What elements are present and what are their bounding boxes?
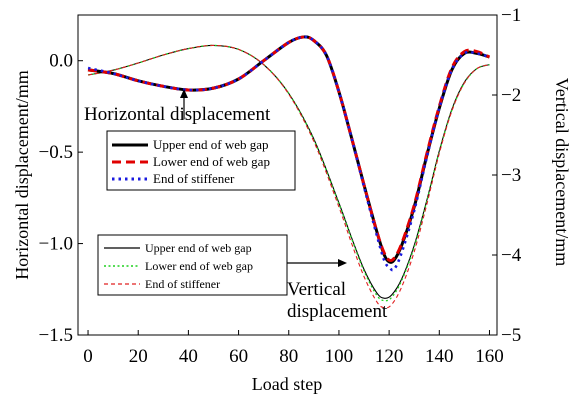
legend-v-label-stiffener: End of stiffener xyxy=(145,277,220,291)
x-axis-label: Load step xyxy=(252,374,322,394)
y2-tick-label: −3 xyxy=(501,165,521,186)
legend-h-label-stiffener: End of stiffener xyxy=(153,171,235,186)
x-tick-label: 20 xyxy=(129,346,148,367)
vertical-series-upper-end-of-web-gap xyxy=(87,44,490,299)
legend-vertical: Upper end of web gap Lower end of web ga… xyxy=(97,234,288,296)
annotation-vertical: Vertical displacement xyxy=(284,259,388,322)
y-axis-label: Horizontal displacement/mm xyxy=(12,70,32,279)
legend-horizontal: Upper end of web gap Lower end of web ga… xyxy=(106,130,296,191)
legend-h-label-lower: Lower end of web gap xyxy=(153,154,270,169)
y-tick-label: −1.0 xyxy=(39,234,73,255)
horizontal-series-end-of-stiffener xyxy=(87,35,490,272)
x-tick-label: 80 xyxy=(279,346,298,367)
y-tick-label: −1.5 xyxy=(39,325,73,346)
legend-vertical-box xyxy=(97,234,288,296)
legend-h-label-upper: Upper end of web gap xyxy=(153,137,269,152)
y2-axis-label: Vertical displacement/mm xyxy=(552,78,569,266)
legend-v-label-upper: Upper end of web gap xyxy=(145,241,252,255)
x-tick-label: 0 xyxy=(83,346,93,367)
x-tick-label: 60 xyxy=(229,346,248,367)
x-tick-label: 140 xyxy=(425,346,454,367)
x-tick-label: 160 xyxy=(475,346,504,367)
x-tick-label: 40 xyxy=(179,346,198,367)
x-tick-label: 100 xyxy=(325,346,354,367)
annotation-vertical-arrowhead xyxy=(338,259,347,267)
y2-tick-label: −2 xyxy=(501,85,521,106)
y-tick-label: 0.0 xyxy=(49,51,73,72)
annotation-horizontal-text: Horizontal displacement xyxy=(84,104,271,125)
curves xyxy=(87,35,491,309)
y2-tick-label: −1 xyxy=(501,5,521,26)
annotation-vertical-text-2: displacement xyxy=(287,301,388,322)
ticks: 0 20 40 60 80 100 120 140 160 0.0 −0.5 −1.0 −1.5 −1 −2… xyxy=(39,5,522,367)
y2-tick-label: −5 xyxy=(501,325,521,346)
annotation-horizontal-arrowhead xyxy=(180,89,188,98)
legend-v-label-lower: Lower end of web gap xyxy=(145,259,253,273)
y-tick-label: −0.5 xyxy=(39,142,73,163)
annotation-horizontal: Horizontal displacement xyxy=(84,89,271,125)
y2-tick-label: −4 xyxy=(501,245,522,266)
annotation-vertical-text-1: Vertical xyxy=(287,279,346,300)
x-tick-label: 120 xyxy=(375,346,404,367)
vertical-series-end-of-stiffener xyxy=(87,44,490,309)
